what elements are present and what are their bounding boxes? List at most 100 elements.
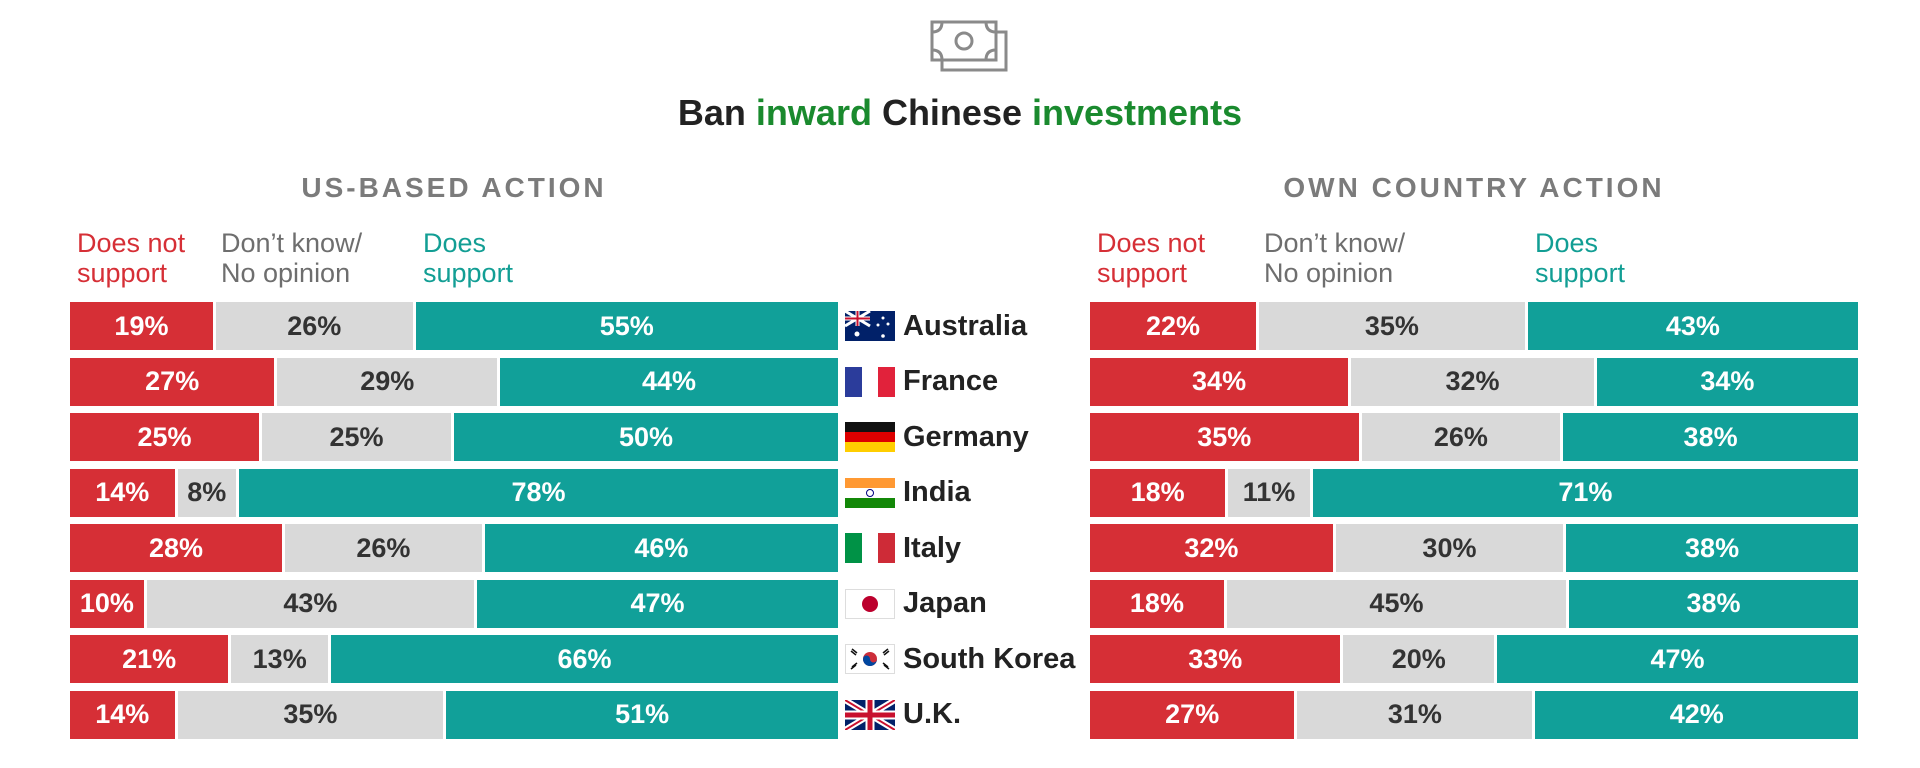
us-bar-dont-know: 25% bbox=[262, 413, 454, 461]
legend-does-not-support-left: Does not support bbox=[77, 228, 186, 288]
own-bar-does-not-support: 22% bbox=[1090, 302, 1259, 350]
own-bar-does-support: 71% bbox=[1312, 468, 1858, 517]
own-bar-does-not-support: 18% bbox=[1090, 579, 1227, 628]
own-bar-row: 27% 31% 42% bbox=[1090, 690, 1858, 739]
own-country-action-bars: 22% 35% 43% 34% 32% 34% 35% 26% 38% 18% 11% 71% 32% 3… bbox=[1090, 302, 1858, 746]
own-bar-does-not-support: 18% bbox=[1090, 468, 1229, 517]
own-bar-does-not-support: 32% bbox=[1090, 524, 1336, 572]
legend-does-support-right: Does support bbox=[1535, 228, 1626, 288]
south-korea-flag-icon bbox=[845, 644, 895, 674]
legend-does-not-support-right: Does not support bbox=[1097, 228, 1206, 288]
country-row-uk: U.K. bbox=[845, 691, 1075, 739]
legend-does-support-left: Does support bbox=[423, 228, 514, 288]
us-bar-row: 25% 25% 50% bbox=[70, 413, 838, 461]
money-bill-icon bbox=[930, 20, 1008, 72]
country-row-france: France bbox=[845, 358, 1075, 406]
country-name-south-korea: South Korea bbox=[903, 642, 1076, 675]
own-bar-does-support: 34% bbox=[1596, 357, 1858, 406]
us-bar-dont-know: 26% bbox=[285, 524, 485, 572]
us-bar-does-support: 50% bbox=[454, 413, 838, 461]
us-bar-does-not-support: 28% bbox=[70, 524, 286, 572]
us-bar-dont-know: 8% bbox=[177, 468, 239, 517]
country-row-germany: Germany bbox=[845, 413, 1075, 461]
us-bar-row: 28% 26% 46% bbox=[70, 524, 838, 572]
title-part-1: Ban bbox=[677, 92, 756, 133]
own-bar-does-not-support: 35% bbox=[1090, 413, 1362, 461]
country-name-germany: Germany bbox=[903, 420, 1029, 453]
us-bar-dont-know: 13% bbox=[231, 635, 332, 683]
own-bar-dont-know: 31% bbox=[1297, 690, 1536, 739]
own-bar-dont-know: 35% bbox=[1258, 302, 1528, 350]
france-flag-icon bbox=[845, 366, 895, 397]
us-bar-row: 21% 13% 66% bbox=[70, 635, 838, 683]
italy-flag-icon bbox=[845, 533, 895, 563]
own-bar-row: 34% 32% 34% bbox=[1090, 357, 1858, 406]
country-name-france: France bbox=[903, 365, 999, 397]
legend-dont-know-left: Don’t know/ No opinion bbox=[221, 228, 363, 288]
us-bar-dont-know: 35% bbox=[177, 690, 447, 739]
own-bar-row: 18% 11% 71% bbox=[1090, 468, 1858, 517]
own-bar-does-not-support: 33% bbox=[1090, 635, 1344, 683]
us-bar-dont-know: 29% bbox=[277, 357, 501, 406]
own-bar-dont-know: 30% bbox=[1335, 524, 1567, 572]
us-bar-does-not-support: 10% bbox=[70, 579, 147, 628]
own-bar-row: 33% 20% 47% bbox=[1090, 635, 1858, 683]
own-bar-does-support: 38% bbox=[1566, 524, 1858, 572]
country-name-italy: Italy bbox=[903, 531, 962, 564]
own-bar-row: 35% 26% 38% bbox=[1090, 413, 1858, 461]
own-bar-dont-know: 11% bbox=[1228, 468, 1313, 517]
us-bar-does-support: 44% bbox=[500, 357, 838, 406]
us-bar-row: 27% 29% 44% bbox=[70, 357, 838, 406]
country-row-italy: Italy bbox=[845, 524, 1075, 572]
india-flag-icon bbox=[845, 477, 895, 508]
us-bar-row: 14% 35% 51% bbox=[70, 690, 838, 739]
own-bar-dont-know: 32% bbox=[1351, 357, 1597, 406]
japan-flag-icon bbox=[845, 588, 895, 619]
country-row-india: India bbox=[845, 469, 1075, 517]
country-row-australia: Australia bbox=[845, 302, 1075, 350]
us-bar-does-support: 55% bbox=[415, 302, 838, 350]
country-row-japan: Japan bbox=[845, 580, 1075, 628]
australia-flag-icon bbox=[845, 311, 895, 341]
us-bar-does-not-support: 19% bbox=[70, 302, 216, 350]
us-bar-does-not-support: 14% bbox=[70, 690, 178, 739]
own-bar-does-support: 38% bbox=[1563, 413, 1858, 461]
us-bar-does-support: 46% bbox=[484, 524, 838, 572]
own-bar-dont-know: 26% bbox=[1361, 413, 1564, 461]
us-bar-does-not-support: 21% bbox=[70, 635, 232, 683]
us-bar-does-not-support: 14% bbox=[70, 468, 178, 517]
title-part-3: Chinese bbox=[871, 92, 1032, 133]
own-bar-does-support: 47% bbox=[1497, 635, 1858, 683]
us-bar-does-support: 47% bbox=[477, 579, 838, 628]
us-bar-does-not-support: 25% bbox=[70, 413, 262, 461]
us-bar-dont-know: 43% bbox=[146, 579, 478, 628]
country-name-uk: U.K. bbox=[903, 698, 961, 730]
us-bar-does-not-support: 27% bbox=[70, 357, 278, 406]
own-bar-does-not-support: 27% bbox=[1090, 690, 1298, 739]
own-bar-row: 22% 35% 43% bbox=[1090, 302, 1858, 350]
title-part-4: investments bbox=[1032, 92, 1243, 133]
title-part-2: inward bbox=[755, 92, 872, 133]
own-bar-does-not-support: 34% bbox=[1090, 357, 1352, 406]
country-row-south-korea: South Korea bbox=[845, 635, 1075, 683]
us-bar-dont-know: 26% bbox=[215, 302, 416, 350]
own-bar-dont-know: 20% bbox=[1343, 635, 1498, 683]
us-bar-does-support: 78% bbox=[238, 468, 838, 517]
own-bar-does-support: 43% bbox=[1527, 302, 1858, 350]
own-bar-does-support: 38% bbox=[1569, 579, 1858, 628]
uk-flag-icon bbox=[845, 699, 895, 730]
us-bar-row: 10% 43% 47% bbox=[70, 579, 838, 628]
own-bar-row: 18% 45% 38% bbox=[1090, 579, 1858, 628]
own-bar-dont-know: 45% bbox=[1226, 579, 1570, 628]
us-based-action-bars: 19% 26% 55% 27% 29% 44% 25% 25% 50% 14% 8% 78% 28% 26… bbox=[70, 302, 838, 746]
us-bar-row: 14% 8% 78% bbox=[70, 468, 838, 517]
us-bar-does-support: 66% bbox=[331, 635, 838, 683]
country-name-india: India bbox=[903, 476, 971, 508]
us-bar-does-support: 51% bbox=[446, 690, 838, 739]
us-bar-row: 19% 26% 55% bbox=[70, 302, 838, 350]
country-name-japan: Japan bbox=[903, 587, 987, 619]
own-country-action-title: OWN COUNTRY ACTION bbox=[1283, 172, 1665, 203]
own-bar-row: 32% 30% 38% bbox=[1090, 524, 1858, 572]
own-bar-does-support: 42% bbox=[1535, 690, 1858, 739]
germany-flag-icon bbox=[845, 422, 895, 452]
